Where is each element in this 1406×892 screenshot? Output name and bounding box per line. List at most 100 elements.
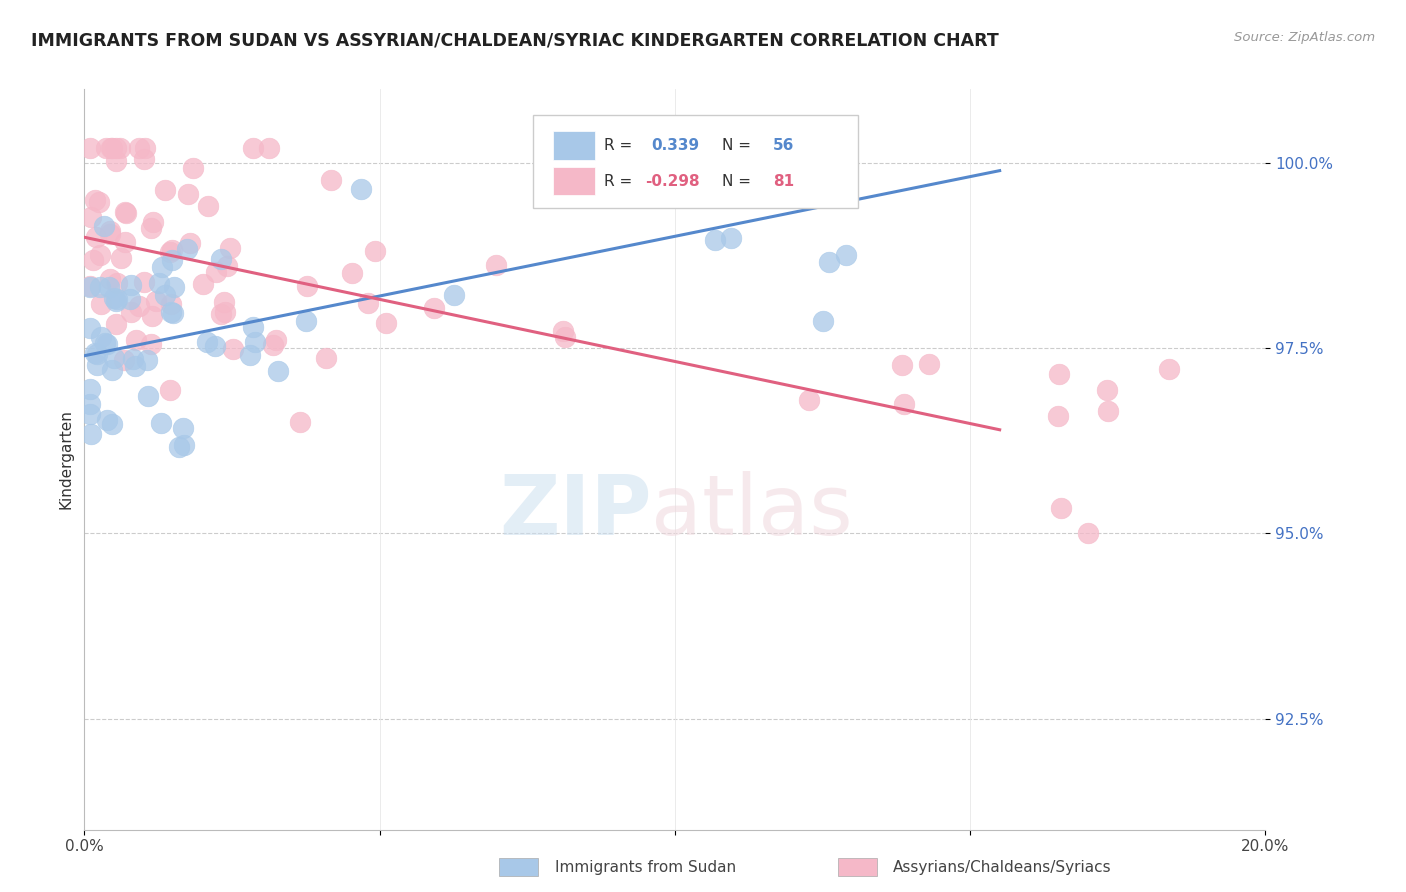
Point — [294, 314, 316, 328]
Point — [1047, 409, 1070, 423]
Point — [155, 183, 177, 197]
Point — [122, 352, 145, 367]
Point — [211, 252, 233, 266]
Point — [835, 248, 858, 262]
Text: IMMIGRANTS FROM SUDAN VS ASSYRIAN/CHALDEAN/SYRIAC KINDERGARTEN CORRELATION CHART: IMMIGRANTS FROM SUDAN VS ASSYRIAN/CHALDE… — [31, 31, 998, 49]
Point — [100, 141, 122, 155]
Point — [148, 276, 170, 290]
Point — [243, 334, 266, 349]
Point — [160, 304, 183, 318]
Point — [551, 324, 574, 338]
Point — [134, 141, 156, 155]
Point — [90, 329, 112, 343]
Point — [364, 244, 387, 259]
Point — [295, 278, 318, 293]
Point — [357, 296, 380, 310]
Point — [80, 427, 103, 442]
Point — [89, 279, 111, 293]
Point — [112, 353, 135, 368]
Text: 81: 81 — [773, 174, 794, 188]
Point — [82, 252, 104, 267]
Text: N =: N = — [723, 174, 751, 188]
Point — [218, 241, 240, 255]
Point — [257, 141, 280, 155]
Point — [96, 336, 118, 351]
Point — [103, 351, 125, 365]
Text: 0.339: 0.339 — [651, 138, 699, 153]
Point — [105, 292, 128, 306]
Point — [204, 339, 226, 353]
Point — [340, 266, 363, 280]
Point — [93, 219, 115, 234]
Point — [1097, 383, 1119, 397]
Point — [160, 252, 183, 267]
Point — [101, 417, 124, 431]
Point — [118, 292, 141, 306]
Point — [79, 397, 101, 411]
Point — [290, 415, 312, 429]
Text: Source: ZipAtlas.com: Source: ZipAtlas.com — [1234, 31, 1375, 45]
Point — [173, 438, 195, 452]
Text: 56: 56 — [773, 138, 794, 153]
Point — [222, 342, 245, 356]
Point — [179, 235, 201, 250]
Point — [145, 293, 167, 308]
Point — [86, 346, 108, 360]
Point — [239, 348, 262, 362]
Point — [98, 227, 121, 242]
Point — [315, 351, 337, 366]
Point — [84, 193, 107, 207]
Point — [1097, 404, 1119, 418]
Point — [108, 141, 131, 155]
Point — [94, 141, 117, 155]
Point — [84, 346, 107, 360]
Point — [918, 357, 941, 371]
Point — [90, 297, 112, 311]
Point — [1077, 526, 1099, 541]
Point — [197, 199, 219, 213]
Point — [703, 233, 725, 247]
Point — [177, 187, 200, 202]
Point — [205, 265, 228, 279]
Point — [79, 210, 101, 224]
Text: R =: R = — [605, 174, 633, 188]
Text: Immigrants from Sudan: Immigrants from Sudan — [555, 860, 737, 874]
Point — [319, 172, 342, 186]
Text: -0.298: -0.298 — [645, 174, 700, 188]
Point — [159, 244, 181, 259]
Point — [485, 258, 508, 272]
Y-axis label: Kindergarten: Kindergarten — [58, 409, 73, 509]
Point — [153, 288, 176, 302]
Text: R =: R = — [605, 138, 633, 153]
FancyBboxPatch shape — [553, 131, 595, 160]
Point — [142, 215, 165, 229]
Point — [264, 334, 287, 348]
Point — [181, 161, 204, 175]
Point — [79, 280, 101, 294]
Point — [212, 295, 235, 310]
Point — [110, 251, 132, 265]
Point — [89, 194, 111, 209]
Point — [1050, 500, 1073, 515]
Point — [105, 293, 128, 308]
Point — [141, 310, 163, 324]
Point — [97, 279, 120, 293]
Point — [79, 279, 101, 293]
Point — [422, 301, 444, 315]
Point — [176, 242, 198, 256]
Point — [554, 330, 576, 344]
Point — [79, 382, 101, 396]
Point — [115, 206, 138, 220]
Point — [114, 235, 136, 249]
Point — [720, 230, 742, 244]
Point — [120, 278, 142, 293]
Point — [195, 335, 218, 350]
Point — [267, 364, 290, 378]
Point — [96, 413, 118, 427]
Point — [163, 280, 186, 294]
Point — [125, 334, 148, 348]
Point — [120, 304, 142, 318]
Point — [136, 389, 159, 403]
Point — [350, 182, 373, 196]
Point — [105, 276, 128, 290]
